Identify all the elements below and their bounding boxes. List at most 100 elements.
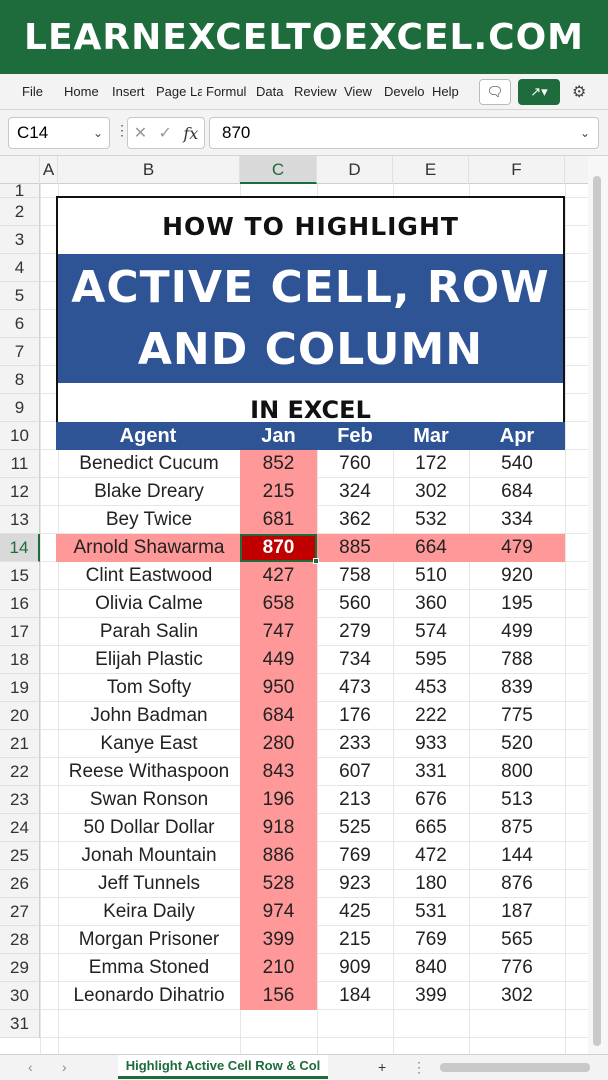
agent-name-cell[interactable]: Emma Stoned bbox=[88, 957, 210, 978]
agent-name-cell[interactable]: Benedict Cucum bbox=[79, 453, 219, 474]
value-cell[interactable]: 302 bbox=[415, 481, 447, 502]
row-header-15[interactable]: 15 bbox=[0, 562, 40, 590]
value-cell[interactable]: 172 bbox=[415, 453, 447, 474]
row-header-2[interactable]: 2 bbox=[0, 198, 40, 226]
row-header-8[interactable]: 8 bbox=[0, 366, 40, 394]
value-cell[interactable]: 839 bbox=[501, 677, 533, 698]
value-cell[interactable]: 302 bbox=[501, 985, 533, 1006]
agent-name-cell[interactable]: Parah Salin bbox=[99, 621, 199, 642]
agent-name-cell[interactable]: Elijah Plastic bbox=[95, 649, 203, 670]
select-all-corner[interactable] bbox=[0, 156, 40, 184]
value-cell[interactable]: 180 bbox=[415, 873, 447, 894]
value-cell[interactable]: 681 bbox=[262, 509, 295, 530]
share-button[interactable]: ↗▾ bbox=[518, 79, 560, 105]
value-cell[interactable]: 769 bbox=[339, 845, 371, 866]
row-header-22[interactable]: 22 bbox=[0, 758, 40, 786]
value-cell[interactable]: 525 bbox=[339, 817, 371, 838]
horizontal-scrollbar[interactable] bbox=[440, 1063, 590, 1072]
value-cell[interactable]: 532 bbox=[415, 509, 447, 530]
value-cell[interactable]: 684 bbox=[262, 705, 295, 726]
table-header-feb[interactable]: Feb bbox=[317, 422, 393, 450]
value-cell[interactable]: 933 bbox=[415, 733, 447, 754]
value-cell[interactable]: 775 bbox=[501, 705, 533, 726]
value-cell[interactable]: 196 bbox=[262, 789, 295, 810]
value-cell[interactable]: 427 bbox=[262, 565, 295, 586]
tab-formulas[interactable]: Formul bbox=[206, 83, 247, 99]
value-cell[interactable]: 607 bbox=[339, 761, 371, 782]
value-cell[interactable]: 215 bbox=[262, 481, 295, 502]
table-header-agent[interactable]: Agent bbox=[56, 422, 240, 450]
value-cell[interactable]: 362 bbox=[339, 509, 371, 530]
confirm-icon[interactable]: ✓ bbox=[158, 125, 172, 142]
value-cell[interactable]: 918 bbox=[262, 817, 295, 838]
agent-name-cell[interactable]: Leonardo Dihatrio bbox=[73, 985, 225, 1006]
value-cell[interactable]: 473 bbox=[339, 677, 371, 698]
value-cell[interactable]: 280 bbox=[262, 733, 295, 754]
row-header-18[interactable]: 18 bbox=[0, 646, 40, 674]
row-header-4[interactable]: 4 bbox=[0, 254, 40, 282]
value-cell[interactable]: 800 bbox=[501, 761, 533, 782]
agent-name-cell[interactable]: Bey Twice bbox=[105, 509, 193, 530]
row-header-21[interactable]: 21 bbox=[0, 730, 40, 758]
value-cell[interactable]: 909 bbox=[339, 957, 371, 978]
value-cell[interactable]: 176 bbox=[339, 705, 371, 726]
value-cell[interactable]: 676 bbox=[415, 789, 447, 810]
row-header-12[interactable]: 12 bbox=[0, 478, 40, 506]
sheet-tab-active[interactable]: Highlight Active Cell Row & Col bbox=[118, 1055, 328, 1079]
row-header-24[interactable]: 24 bbox=[0, 814, 40, 842]
value-cell[interactable]: 215 bbox=[339, 929, 371, 950]
column-header-f[interactable]: F bbox=[469, 156, 565, 184]
value-cell[interactable]: 540 bbox=[501, 453, 533, 474]
sheet-options-icon[interactable]: ⋮ bbox=[412, 1059, 426, 1075]
agent-name-cell[interactable]: Clint Eastwood bbox=[85, 565, 213, 586]
value-cell[interactable]: 222 bbox=[415, 705, 447, 726]
value-cell[interactable]: 560 bbox=[339, 593, 371, 614]
value-cell[interactable]: 734 bbox=[339, 649, 371, 670]
row-header-23[interactable]: 23 bbox=[0, 786, 40, 814]
row-header-17[interactable]: 17 bbox=[0, 618, 40, 646]
value-cell[interactable]: 528 bbox=[262, 873, 295, 894]
value-cell[interactable]: 974 bbox=[262, 901, 295, 922]
value-cell[interactable]: 184 bbox=[339, 985, 371, 1006]
column-header-b[interactable]: B bbox=[58, 156, 240, 184]
value-cell[interactable]: 788 bbox=[501, 649, 533, 670]
tab-review[interactable]: Review bbox=[294, 83, 337, 99]
value-cell[interactable]: 331 bbox=[415, 761, 447, 782]
add-sheet-icon[interactable]: + bbox=[378, 1059, 387, 1075]
value-cell[interactable]: 758 bbox=[339, 565, 371, 586]
value-cell[interactable]: 747 bbox=[262, 621, 295, 642]
value-cell[interactable]: 510 bbox=[415, 565, 447, 586]
formula-input[interactable]: 870 ⌄ bbox=[209, 117, 599, 149]
row-header-25[interactable]: 25 bbox=[0, 842, 40, 870]
row-header-26[interactable]: 26 bbox=[0, 870, 40, 898]
row-header-14[interactable]: 14 bbox=[0, 534, 40, 562]
next-sheet-icon[interactable]: › bbox=[62, 1059, 67, 1075]
row-header-31[interactable]: 31 bbox=[0, 1010, 40, 1038]
value-cell[interactable]: 399 bbox=[262, 929, 295, 950]
row-header-28[interactable]: 28 bbox=[0, 926, 40, 954]
value-cell[interactable]: 187 bbox=[501, 901, 533, 922]
agent-name-cell[interactable]: Swan Ronson bbox=[89, 789, 209, 810]
value-cell[interactable]: 885 bbox=[339, 537, 371, 558]
value-cell[interactable]: 453 bbox=[415, 677, 447, 698]
value-cell[interactable]: 324 bbox=[339, 481, 371, 502]
value-cell[interactable]: 195 bbox=[501, 593, 533, 614]
value-cell[interactable]: 875 bbox=[501, 817, 533, 838]
value-cell[interactable]: 595 bbox=[415, 649, 447, 670]
value-cell[interactable]: 520 bbox=[501, 733, 533, 754]
value-cell[interactable]: 769 bbox=[415, 929, 447, 950]
row-header-19[interactable]: 19 bbox=[0, 674, 40, 702]
table-header-mar[interactable]: Mar bbox=[393, 422, 469, 450]
row-header-9[interactable]: 9 bbox=[0, 394, 40, 422]
row-header-10[interactable]: 10 bbox=[0, 422, 40, 450]
column-header-e[interactable]: E bbox=[393, 156, 469, 184]
value-cell[interactable]: 479 bbox=[501, 537, 533, 558]
value-cell[interactable]: 950 bbox=[262, 677, 295, 698]
value-cell[interactable]: 886 bbox=[262, 845, 295, 866]
value-cell[interactable]: 843 bbox=[262, 761, 295, 782]
tab-view[interactable]: View bbox=[344, 83, 372, 99]
tab-file[interactable]: File bbox=[22, 83, 43, 99]
value-cell[interactable]: 213 bbox=[339, 789, 371, 810]
comments-button[interactable]: 🗨 bbox=[479, 79, 511, 105]
agent-name-cell[interactable]: Jonah Mountain bbox=[81, 845, 217, 866]
